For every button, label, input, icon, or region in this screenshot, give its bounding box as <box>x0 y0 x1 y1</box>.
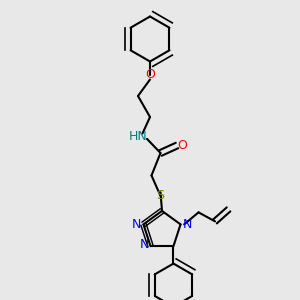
Text: N: N <box>132 218 142 231</box>
Text: HN: HN <box>129 130 147 143</box>
Text: N: N <box>182 218 192 231</box>
Text: N: N <box>139 238 148 251</box>
Text: O: O <box>178 139 187 152</box>
Text: O: O <box>145 68 155 82</box>
Text: S: S <box>157 189 164 203</box>
